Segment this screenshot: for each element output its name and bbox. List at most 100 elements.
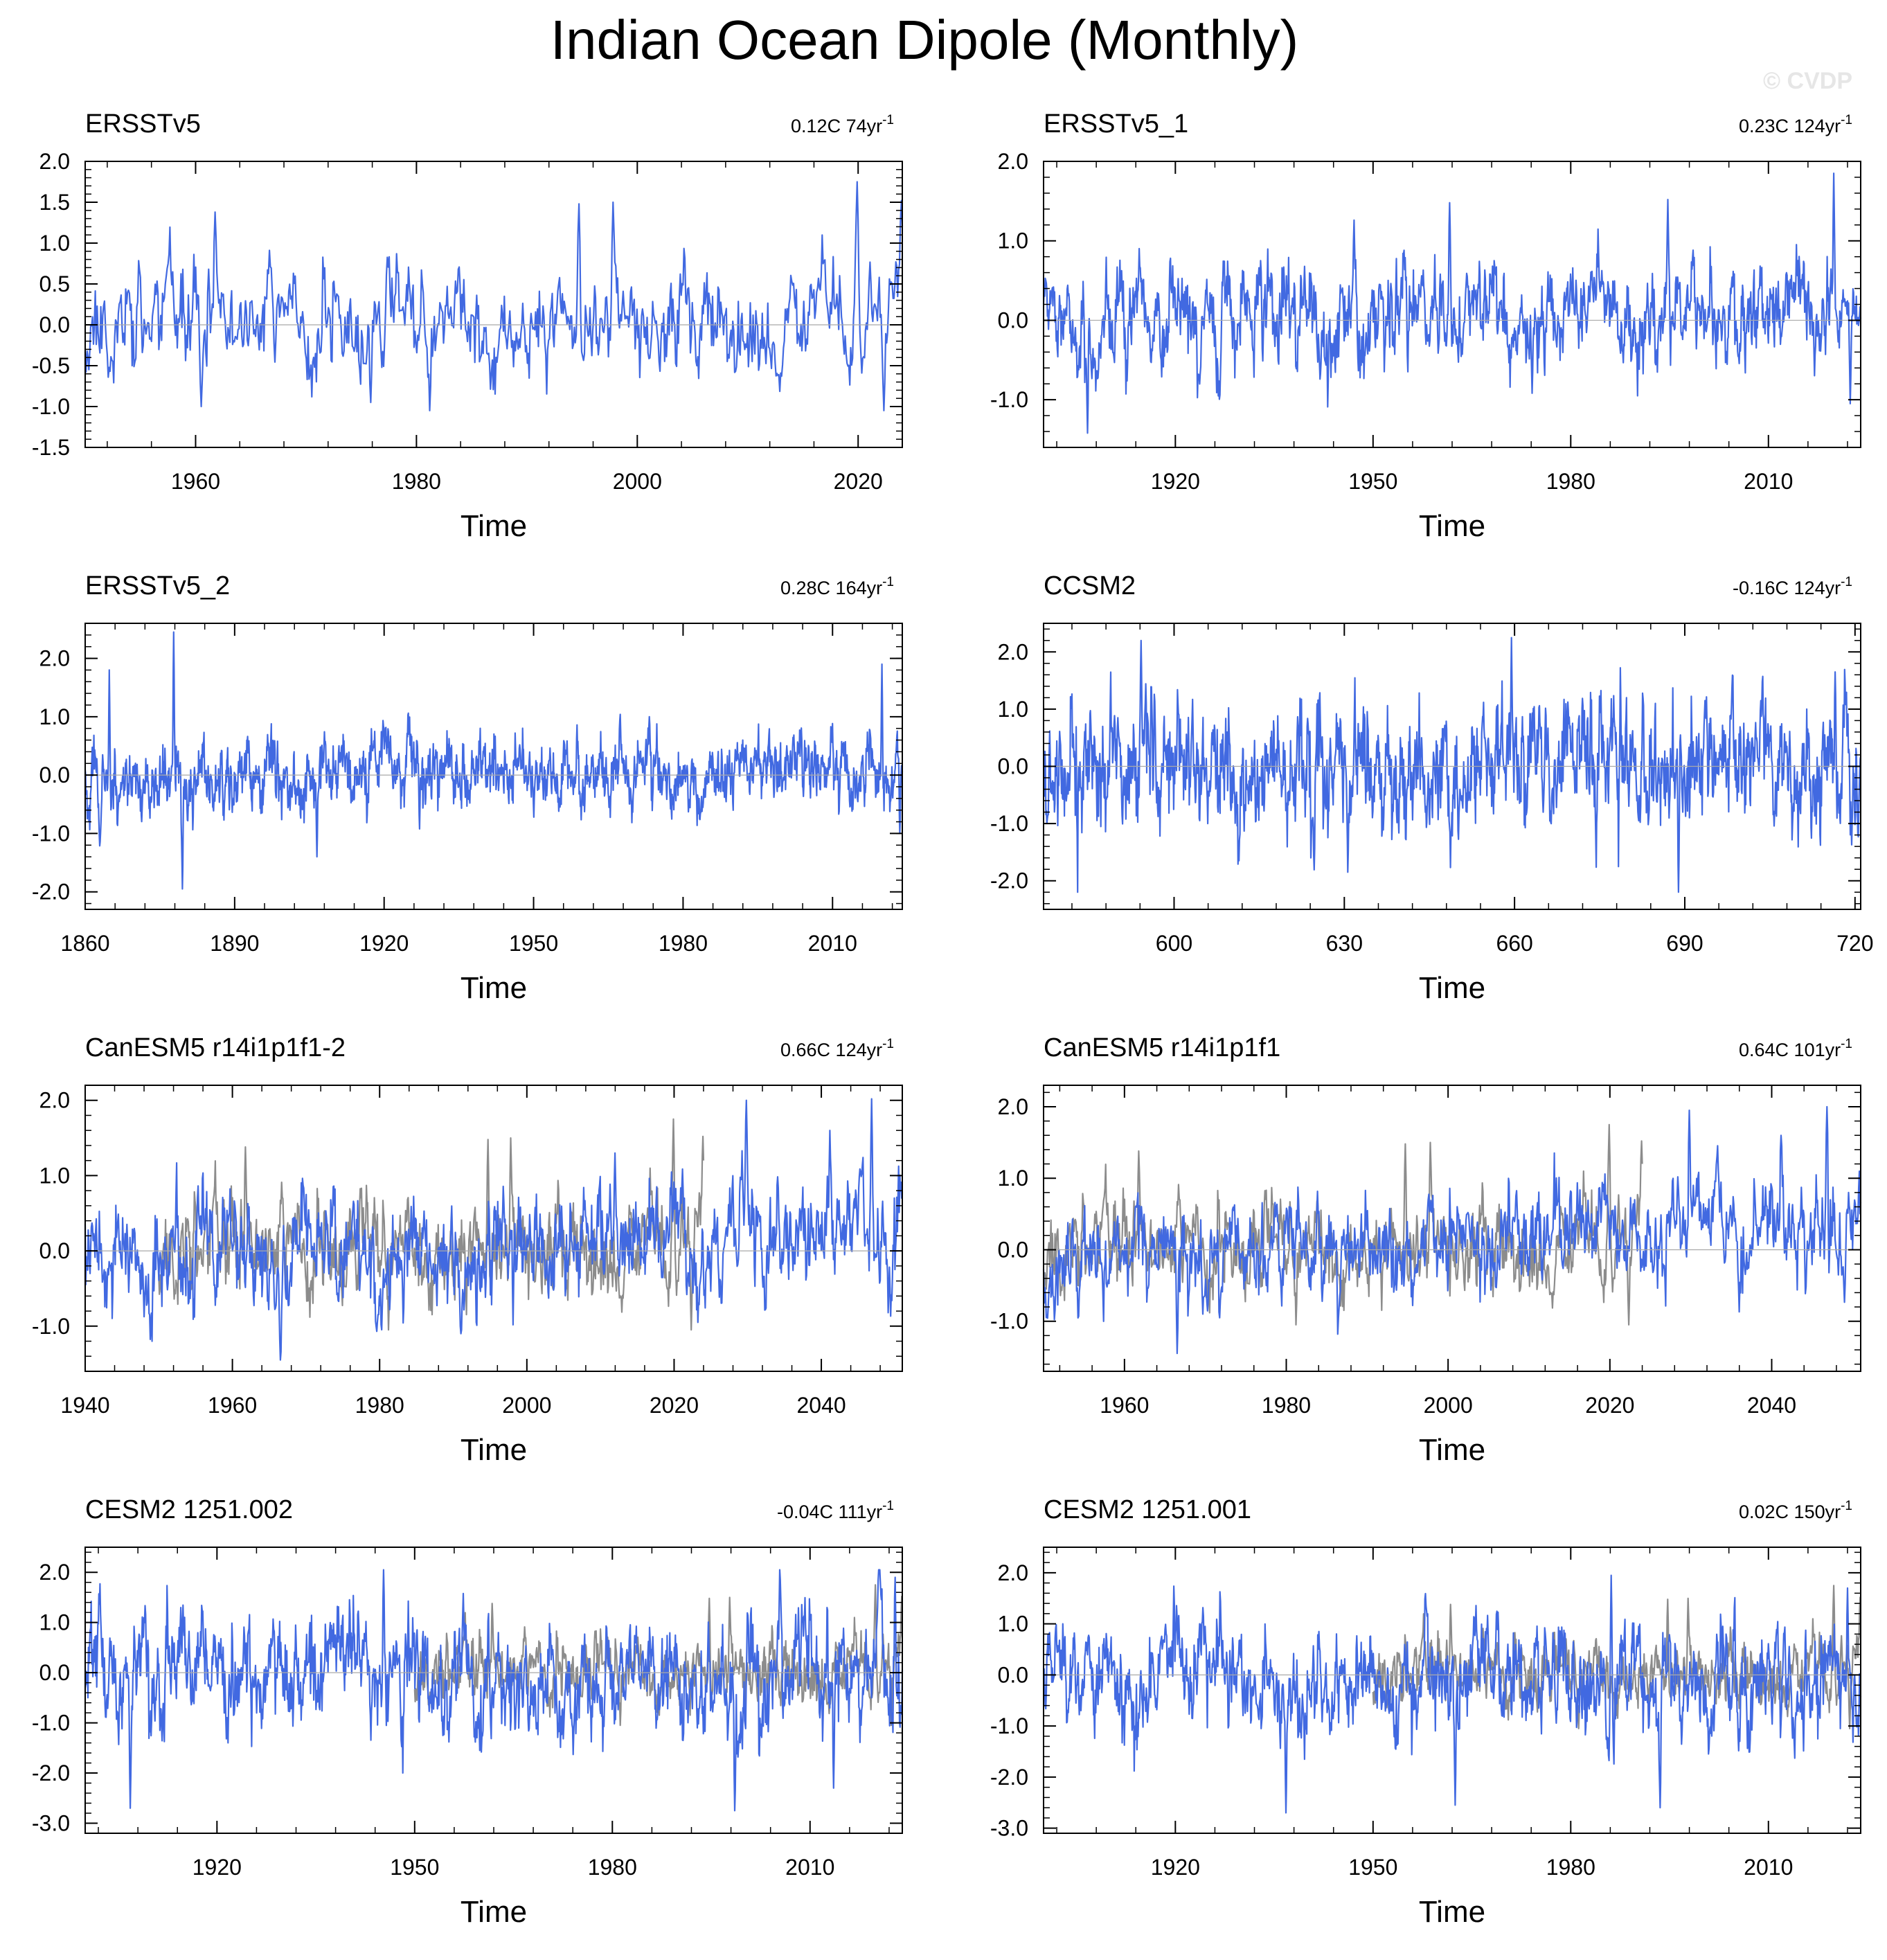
- x-tick-label: 2010: [1744, 1855, 1793, 1880]
- y-tick-label: -2.0: [990, 868, 1028, 893]
- trend-value: 0.23C 124yr: [1739, 116, 1841, 136]
- x-tick-label: 1980: [1546, 1855, 1595, 1880]
- x-tick-label: 1920: [193, 1855, 242, 1880]
- trend-value: -0.04C 111yr: [777, 1502, 882, 1522]
- trend-annotation: 0.02C 150yr-1: [1739, 1499, 1852, 1522]
- trend-value: -0.16C 124yr: [1733, 578, 1841, 598]
- y-tick-label: 0.0: [998, 754, 1028, 779]
- y-tick-label: 1.0: [998, 697, 1028, 722]
- series-line: [1042, 172, 1862, 434]
- series-line: [1042, 1105, 1862, 1355]
- x-tick-label: 2010: [1744, 469, 1793, 494]
- x-tick-label: 1980: [1546, 469, 1595, 494]
- y-tick-label: 1.0: [39, 1610, 70, 1635]
- trend-annotation: 0.23C 124yr-1: [1739, 113, 1852, 136]
- x-axis-label: Time: [1419, 509, 1485, 543]
- trend-value: 0.66C 124yr: [780, 1040, 882, 1060]
- trend-annotation: 0.64C 101yr-1: [1739, 1037, 1852, 1060]
- y-tick-label: -1.0: [990, 387, 1028, 412]
- y-tick-label: -1.0: [32, 1314, 70, 1339]
- x-tick-label: 1980: [355, 1393, 404, 1418]
- y-tick-label: 1.0: [39, 1163, 70, 1188]
- y-tick-label: -2.0: [990, 1765, 1028, 1790]
- trend-superscript: -1: [882, 1037, 894, 1051]
- watermark-text: © CVDP: [1763, 68, 1852, 94]
- x-tick-label: 1920: [1151, 1855, 1200, 1880]
- trend-annotation: 0.28C 164yr-1: [780, 575, 894, 598]
- y-tick-label: 2.0: [998, 1094, 1028, 1119]
- x-tick-label: 1950: [390, 1855, 439, 1880]
- y-tick-label: 2.0: [998, 149, 1028, 174]
- x-tick-label: 1920: [359, 931, 409, 956]
- x-tick-label: 1980: [1262, 1393, 1311, 1418]
- x-tick-label: 2020: [650, 1393, 699, 1418]
- y-tick-label: 0.0: [39, 1238, 70, 1263]
- chart-panel-6: -1.0 0.0 1.0 2.0 1960 1980 2000 2020 2040 CanESM5…: [990, 1033, 1862, 1467]
- panel-title: CESM2 1251.001: [1044, 1495, 1251, 1524]
- trend-superscript: -1: [882, 575, 894, 589]
- plot-area: [1044, 161, 1861, 447]
- y-tick-label: -1.0: [32, 394, 70, 419]
- x-axis-label: Time: [460, 509, 527, 543]
- panel-title: CanESM5 r14i1p1f1-2: [85, 1033, 346, 1062]
- chart-panel-4: -2.0 -1.0 0.0 1.0 2.0 600 630 660 690 720 CCSM2 -0.…: [990, 571, 1874, 1005]
- x-tick-label: 2000: [502, 1393, 551, 1418]
- panels-container: -1.5 -1.0 -0.5 0.0 0.5 1.0 1.5 2.0 1960 1980 2000 2…: [32, 109, 1874, 1929]
- chart-panel-3: -2.0 -1.0 0.0 1.0 2.0 1860 1890 1920 1950 1980 201…: [32, 571, 904, 1005]
- chart-panel-8: -3.0 -2.0 -1.0 0.0 1.0 2.0 1920 1950 1980 2010 CES…: [990, 1495, 1862, 1929]
- x-axis-label: Time: [1419, 971, 1485, 1005]
- x-tick-label: 1980: [392, 469, 441, 494]
- trend-annotation: -0.04C 111yr-1: [777, 1499, 894, 1522]
- trend-superscript: -1: [1841, 575, 1852, 589]
- y-tick-label: -3.0: [990, 1816, 1028, 1841]
- x-tick-label: 1960: [1100, 1393, 1149, 1418]
- series-line: [84, 1098, 904, 1361]
- trend-superscript: -1: [1841, 113, 1852, 127]
- x-tick-label: 2000: [1424, 1393, 1473, 1418]
- x-tick-label: 2020: [834, 469, 883, 494]
- y-tick-label: -1.0: [990, 1713, 1028, 1738]
- chart-panel-1: -1.5 -1.0 -0.5 0.0 0.5 1.0 1.5 2.0 1960 1980 2000 2…: [32, 109, 904, 543]
- x-tick-label: 2010: [808, 931, 857, 956]
- plot-frame: [84, 623, 903, 910]
- y-tick-label: 2.0: [39, 1088, 70, 1113]
- panel-title: ERSSTv5_1: [1044, 109, 1188, 139]
- y-tick-label: -1.5: [32, 435, 70, 460]
- x-tick-label: 2010: [785, 1855, 834, 1880]
- y-tick-label: 2.0: [39, 1560, 70, 1585]
- x-tick-label: 630: [1326, 931, 1363, 956]
- x-axis-label: Time: [460, 1895, 527, 1929]
- y-tick-label: 1.0: [998, 1612, 1028, 1637]
- x-axis-label: Time: [460, 1433, 527, 1467]
- y-tick-label: 1.5: [39, 190, 70, 215]
- trend-superscript: -1: [1841, 1499, 1852, 1513]
- trend-value: 0.12C 74yr: [791, 116, 882, 136]
- trend-superscript: -1: [882, 1499, 894, 1513]
- y-tick-label: 2.0: [39, 149, 70, 174]
- y-tick-label: -1.0: [990, 811, 1028, 836]
- panel-title: CanESM5 r14i1p1f1: [1044, 1033, 1280, 1062]
- x-tick-label: 1960: [208, 1393, 257, 1418]
- y-tick-label: 0.0: [998, 1662, 1028, 1687]
- trend-value: 0.64C 101yr: [1739, 1040, 1841, 1060]
- y-tick-label: 1.0: [998, 1166, 1028, 1191]
- y-tick-label: -2.0: [32, 1761, 70, 1785]
- y-tick-label: -0.5: [32, 353, 70, 378]
- x-tick-label: 660: [1496, 931, 1532, 956]
- y-tick-label: 0.0: [39, 1660, 70, 1685]
- chart-panel-7: -3.0 -2.0 -1.0 0.0 1.0 2.0 1920 1950 1980 2010 CES…: [32, 1495, 904, 1929]
- y-tick-label: 1.0: [39, 704, 70, 729]
- y-tick-label: 2.0: [998, 1560, 1028, 1585]
- panel-title: ERSSTv5_2: [85, 571, 230, 600]
- x-tick-label: 2020: [1585, 1393, 1634, 1418]
- panel-title: CESM2 1251.002: [85, 1495, 293, 1524]
- x-tick-label: 2040: [796, 1393, 846, 1418]
- x-tick-label: 600: [1156, 931, 1192, 956]
- y-tick-label: 1.0: [39, 231, 70, 256]
- y-tick-label: 1.0: [998, 229, 1028, 253]
- x-tick-label: 1960: [171, 469, 220, 494]
- plot-frame: [84, 1085, 903, 1372]
- trend-annotation: 0.12C 74yr-1: [791, 113, 894, 136]
